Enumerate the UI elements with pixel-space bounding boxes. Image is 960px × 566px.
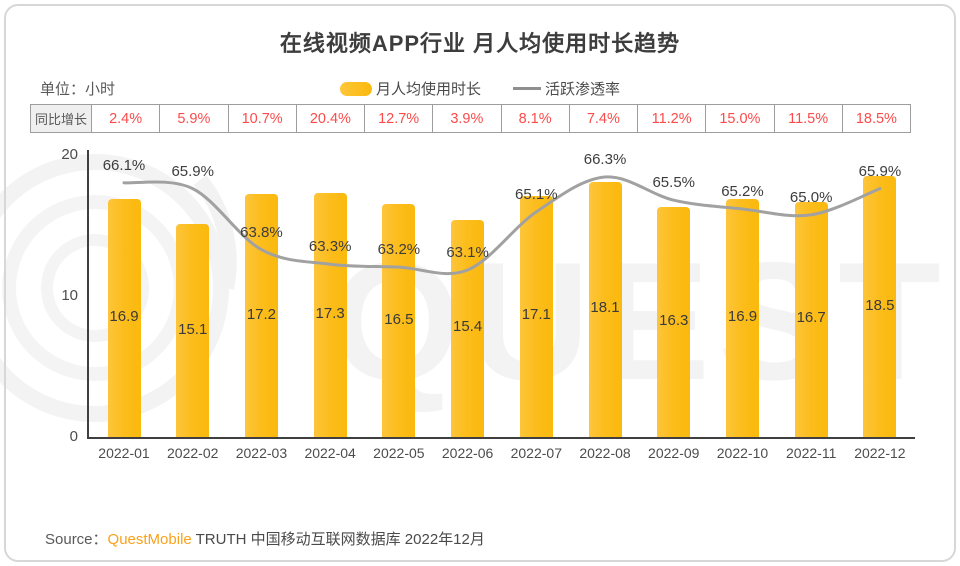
bar-value-label: 16.7 (796, 309, 826, 327)
chart-title: 在线视频APP行业 月人均使用时长趋势 (279, 31, 681, 56)
usage-bar (794, 201, 828, 437)
yoy-value-cell: 15.0% (705, 105, 773, 132)
source-prefix: Source： (45, 531, 108, 548)
line-point-label: 66.1% (102, 156, 146, 174)
usage-bar (657, 207, 691, 437)
y-tick-label: 10 (61, 287, 78, 304)
x-tick-label: 2022-01 (98, 445, 150, 461)
y-tick-label: 20 (61, 146, 78, 163)
bar-value-label: 16.9 (109, 307, 139, 325)
x-tick-label: 2022-04 (304, 445, 356, 461)
bar-value-label: 18.5 (865, 296, 895, 314)
usage-bar (244, 194, 278, 437)
watermark-text: QUEST MOBILE (330, 227, 960, 415)
x-axis-line (87, 437, 915, 439)
line-point-label: 65.9% (858, 162, 902, 180)
usage-bar (863, 176, 897, 437)
yoy-growth-table: 同比增长 2.4% 5.9% 10.7% 20.4% 12.7% 3.9% 8.1% 7.4%… (30, 104, 911, 133)
x-tick-label: 2022-09 (648, 445, 700, 461)
line-point-label: 65.5% (652, 174, 696, 192)
questmobile-logo-watermark (0, 154, 237, 422)
usage-bar (725, 198, 759, 437)
y-tick-label: 0 (69, 428, 78, 445)
source-brand: QuestMobile (107, 531, 192, 548)
yoy-value-cell: 8.1% (500, 105, 569, 132)
x-tick-label: 2022-11 (786, 445, 837, 461)
yoy-header-cell: 同比增长 (31, 105, 91, 132)
bar-value-label: 16.5 (384, 310, 414, 328)
line-point-label: 63.2% (377, 241, 421, 259)
usage-bar (451, 219, 485, 437)
line-point-label: 65.9% (171, 162, 214, 180)
x-tick-label: 2022-10 (716, 445, 769, 461)
usage-bar (519, 195, 553, 437)
usage-bar (382, 204, 416, 437)
bar-value-label: 17.1 (521, 306, 551, 324)
yoy-value-cell: 12.7% (364, 105, 432, 132)
bar-series-swatch (339, 81, 372, 96)
x-tick-label: 2022-12 (854, 445, 906, 461)
line-point-label: 65.0% (789, 188, 833, 206)
usage-bar (313, 193, 347, 437)
x-tick-label: 2022-06 (441, 445, 494, 461)
usage-bar (588, 181, 622, 437)
yoy-value-cell: 11.2% (637, 105, 705, 132)
usage-bar (107, 198, 141, 437)
penetration-rate-path (122, 175, 882, 276)
bar-value-label: 18.1 (590, 299, 620, 317)
yoy-value-cell: 10.7% (227, 105, 296, 132)
line-point-label: 65.1% (515, 185, 558, 203)
x-tick-label: 2022-03 (235, 445, 288, 461)
x-tick-label: 2022-07 (510, 445, 562, 461)
bar-value-label: 15.1 (178, 320, 208, 338)
chart-legend: 月人均使用时长 活跃渗透率 (0, 78, 960, 99)
unit-label: 单位：小时 (40, 81, 116, 98)
bar-value-label: 16.9 (727, 307, 758, 325)
line-point-label: 63.8% (240, 223, 283, 241)
yoy-value-cell: 2.4% (91, 105, 159, 132)
line-point-label: 63.1% (446, 243, 489, 261)
yoy-value-cell: 11.5% (773, 105, 842, 132)
line-point-label: 65.2% (721, 182, 764, 200)
x-tick-label: 2022-05 (373, 445, 425, 461)
yoy-value-cell: 7.4% (568, 105, 637, 132)
source-suffix: TRUTH 中国移动互联网数据库 2022年12月 (191, 531, 485, 548)
y-axis-line (87, 150, 89, 437)
yoy-value-cell: 5.9% (159, 105, 227, 132)
bar-value-label: 16.3 (659, 312, 689, 330)
source-note: Source：QuestMobile TRUTH 中国移动互联网数据库 2022… (45, 528, 485, 549)
yoy-value-cell: 18.5% (841, 105, 910, 132)
bar-value-label: 17.3 (315, 305, 345, 323)
usage-bar (176, 224, 210, 437)
x-tick-label: 2022-02 (167, 445, 219, 461)
line-series-label: 活跃渗透率 (545, 81, 621, 98)
bar-series-label: 月人均使用时长 (375, 81, 481, 98)
yoy-value-cell: 3.9% (432, 105, 500, 132)
bar-value-label: 17.2 (246, 305, 277, 323)
line-point-label: 66.3% (583, 151, 627, 168)
line-point-label: 63.3% (308, 238, 352, 256)
line-series-swatch (513, 87, 541, 90)
bar-value-label: 15.4 (452, 318, 483, 336)
x-tick-label: 2022-08 (579, 445, 631, 461)
yoy-value-cell: 20.4% (295, 105, 364, 132)
